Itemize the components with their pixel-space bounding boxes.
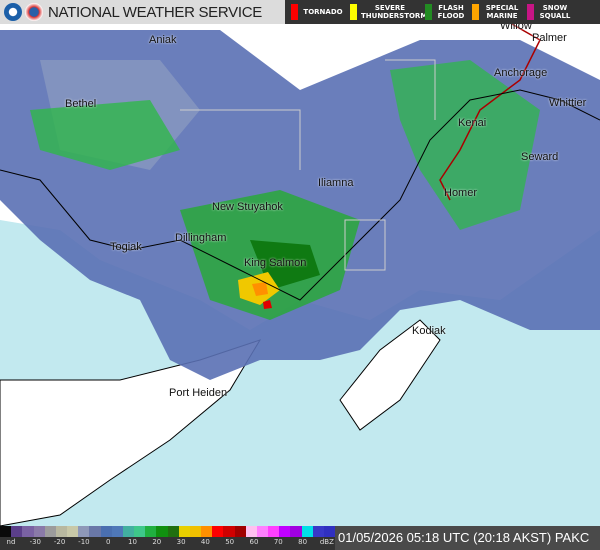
legend-swatch bbox=[245, 526, 257, 537]
timestamp: 01/05/2026 05:18 UTC (20:18 AKST) bbox=[338, 530, 552, 545]
legend-swatch bbox=[100, 526, 112, 537]
radar-echo-green bbox=[390, 60, 540, 230]
snow-squall-swatch bbox=[527, 4, 534, 20]
coastline bbox=[0, 89, 600, 301]
legend-swatch bbox=[189, 526, 202, 537]
land-alaska-peninsula bbox=[0, 339, 262, 527]
coastline-kodiak-island bbox=[339, 319, 441, 431]
flash-flood-swatch bbox=[425, 4, 432, 20]
legend-swatch bbox=[156, 526, 168, 537]
city-label: Port Heiden bbox=[169, 387, 228, 399]
page-title: NATIONAL WEATHER SERVICE bbox=[48, 3, 262, 21]
city-label: King Salmon bbox=[244, 257, 307, 269]
special-marine-swatch bbox=[472, 4, 479, 20]
legend-swatch bbox=[279, 526, 291, 537]
legend-swatch bbox=[323, 526, 336, 537]
legend-tick: 50 bbox=[225, 538, 235, 546]
radar-site: PAKC bbox=[554, 530, 590, 545]
legend-ticks: nd -30 -20 -10 0 10 20 30 40 50 60 70 80 dBZ bbox=[0, 538, 335, 550]
legend-tick: 40 bbox=[200, 538, 210, 546]
legend-swatch bbox=[212, 526, 224, 537]
legend-swatch bbox=[134, 526, 146, 537]
city-label: Iliamna bbox=[318, 177, 354, 189]
legend-tick: -20 bbox=[53, 538, 66, 546]
legend-swatch bbox=[122, 526, 135, 537]
warning-flash-flood[interactable]: FLASH FLOOD bbox=[419, 0, 466, 24]
city-label: Seward bbox=[521, 151, 559, 163]
legend-swatch bbox=[11, 526, 23, 537]
legend-swatch bbox=[201, 526, 213, 537]
noaa-logo bbox=[4, 3, 22, 21]
legend-swatch bbox=[268, 526, 280, 537]
city-label: Anchorage bbox=[494, 67, 548, 79]
legend-tick: dBZ bbox=[319, 538, 334, 546]
nws-logo bbox=[25, 3, 43, 21]
legend-tick: 80 bbox=[298, 538, 308, 546]
legend-tick: 10 bbox=[128, 538, 137, 546]
legend-swatch bbox=[223, 526, 235, 537]
radar-echo-green bbox=[30, 100, 180, 170]
warning-special-marine[interactable]: SPECIAL MARINE bbox=[466, 0, 521, 24]
legend-swatch bbox=[167, 526, 179, 537]
legend-swatch bbox=[234, 526, 246, 537]
legend-tick: -30 bbox=[29, 538, 42, 546]
city-label: Whittier bbox=[549, 97, 587, 109]
city-label: Kenai bbox=[458, 117, 487, 129]
legend-swatch bbox=[44, 526, 56, 537]
legend-tick: 30 bbox=[176, 538, 186, 546]
warning-label: FLASH FLOOD bbox=[437, 4, 465, 20]
color-scale bbox=[0, 526, 336, 537]
legend-tick: 70 bbox=[273, 538, 283, 546]
legend-swatch bbox=[256, 526, 269, 537]
legend-swatch bbox=[0, 526, 12, 537]
header: NATIONAL WEATHER SERVICE bbox=[0, 0, 285, 24]
warning-label: SNOW SQUALL bbox=[539, 4, 571, 20]
warning-severe-thunderstorm[interactable]: SEVERE THUNDERSTORM bbox=[344, 0, 428, 24]
warning-label: SPECIAL MARINE bbox=[485, 4, 519, 20]
legend-swatch bbox=[145, 526, 157, 537]
legend-swatch bbox=[78, 526, 90, 537]
warning-snow-squall[interactable]: SNOW SQUALL bbox=[521, 0, 572, 24]
legend-tick: 60 bbox=[249, 538, 259, 546]
tornado-swatch bbox=[291, 4, 298, 20]
legend-swatch bbox=[111, 526, 123, 537]
city-label: Bethel bbox=[65, 98, 97, 110]
legend-tick: -10 bbox=[78, 538, 90, 546]
city-label: Dillingham bbox=[175, 232, 227, 244]
severe-thunderstorm-swatch bbox=[350, 4, 357, 20]
city-label: Togiak bbox=[110, 241, 142, 253]
city-label: Aniak bbox=[149, 34, 177, 46]
warning-label: SEVERE THUNDERSTORM bbox=[361, 4, 428, 20]
legend-tick: 0 bbox=[105, 538, 111, 546]
legend-swatch bbox=[312, 526, 324, 537]
warning-label: TORNADO bbox=[303, 8, 343, 16]
legend-swatch bbox=[55, 526, 68, 537]
city-label: Kodiak bbox=[412, 325, 446, 337]
legend-tick: 20 bbox=[152, 538, 162, 546]
county-boundary bbox=[180, 59, 436, 271]
legend-swatch bbox=[178, 526, 190, 537]
timestamp-bar: 01/05/2026 05:18 UTC (20:18 AKST) PAKC bbox=[335, 526, 600, 550]
highway bbox=[439, 0, 541, 201]
legend-tick: nd bbox=[6, 538, 16, 546]
legend-swatch bbox=[301, 526, 313, 537]
legend-swatch bbox=[290, 526, 302, 537]
radar-echo-red bbox=[263, 300, 272, 309]
warning-tornado[interactable]: TORNADO bbox=[285, 0, 344, 24]
radar-echo-orange bbox=[252, 282, 268, 296]
reflectivity-legend: nd -30 -20 -10 0 10 20 30 40 50 60 70 80 dBZ bbox=[0, 526, 336, 550]
legend-swatch bbox=[67, 526, 79, 537]
city-label: New Stuyahok bbox=[212, 201, 283, 213]
city-label: Palmer bbox=[532, 32, 567, 44]
legend-swatch bbox=[22, 526, 34, 537]
legend-swatch bbox=[33, 526, 45, 537]
warning-legend: TORNADO SEVERE THUNDERSTORM FLASH FLOOD … bbox=[285, 0, 600, 24]
legend-swatch bbox=[89, 526, 101, 537]
city-label: Homer bbox=[444, 187, 478, 199]
